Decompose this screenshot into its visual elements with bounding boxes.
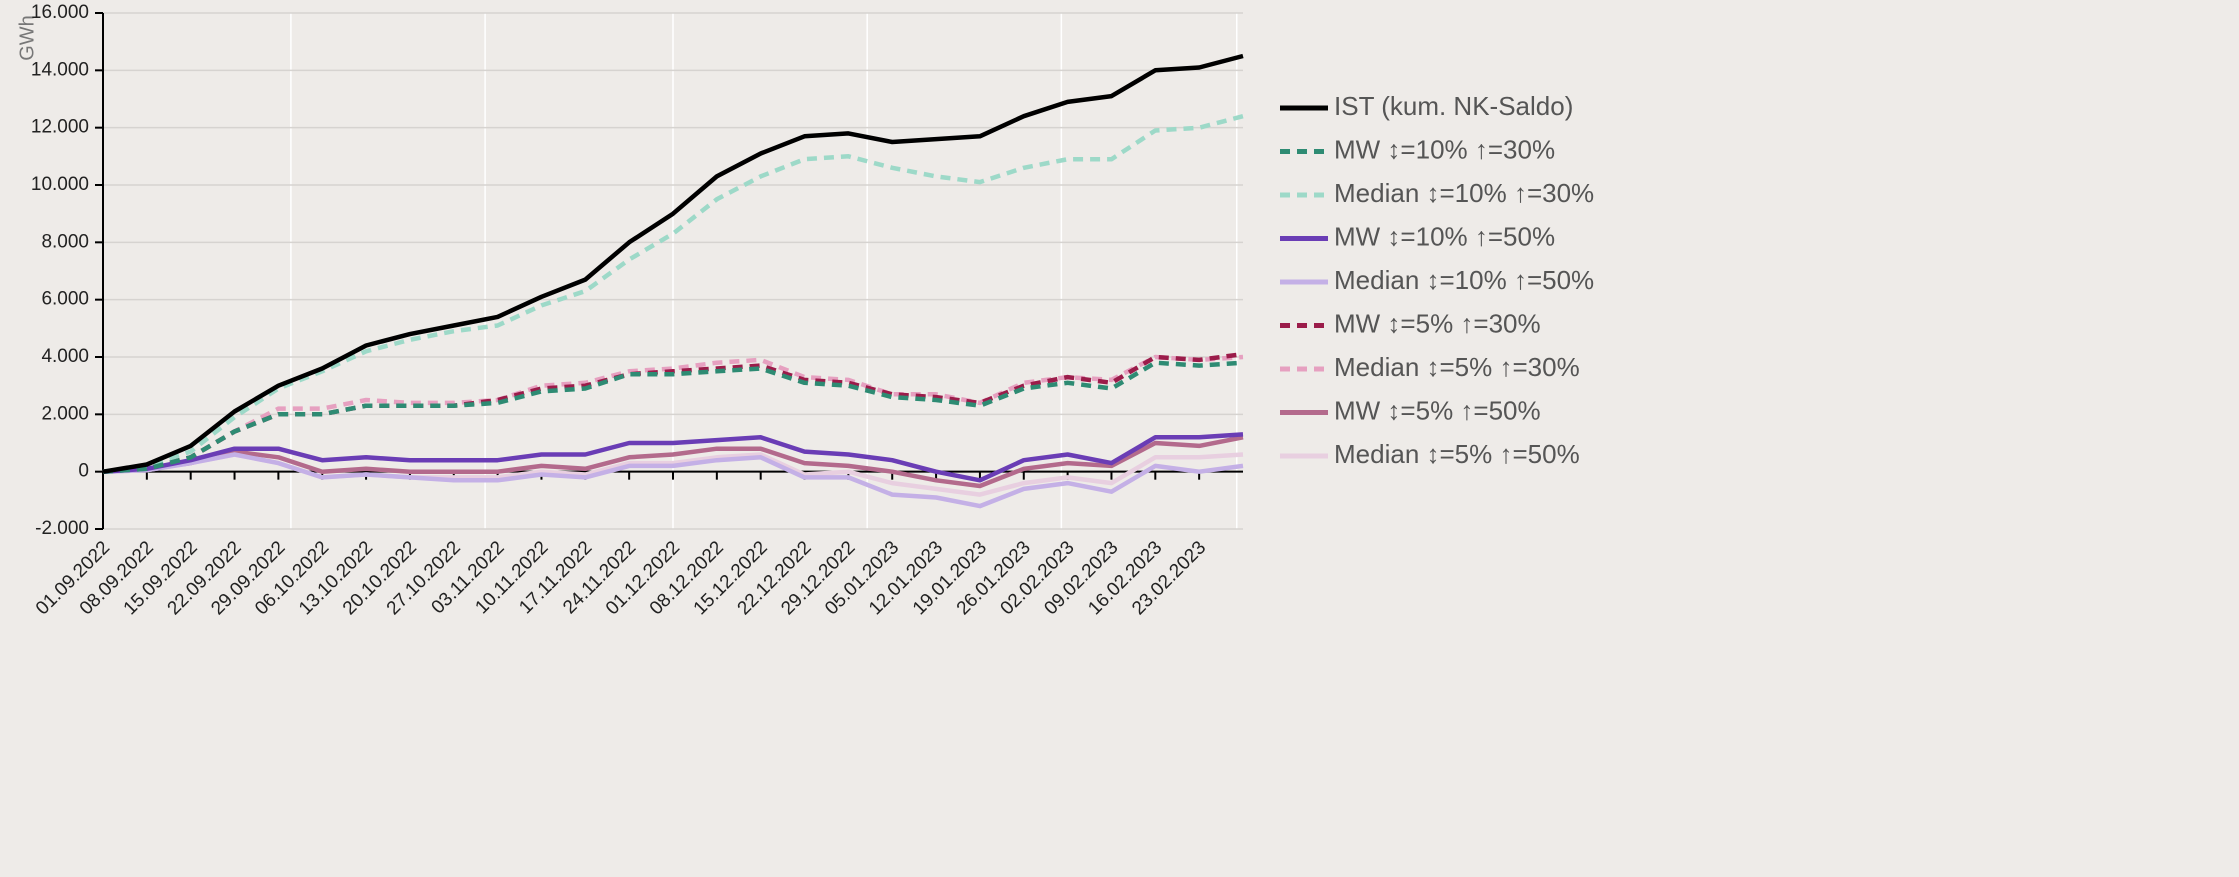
y-tick-label: 12.000 [31,117,89,138]
y-tick-label: -2.000 [35,518,89,539]
y-tick-label: 14.000 [31,59,89,80]
y-tick-label: 4.000 [41,346,89,367]
y-tick-label: 16.000 [31,2,89,23]
series-line [102,432,1244,483]
y-tick-label: 0 [78,461,89,482]
series-line [102,53,1244,474]
y-tick-label: 2.000 [41,403,89,424]
legend-label: Median ↕=10% ↑=30% [1334,178,1594,208]
y-tick-label: 10.000 [31,174,89,195]
y-tick-label: 8.000 [41,231,89,252]
legend-label: Median ↕=5% ↑=30% [1334,352,1580,382]
legend-label: MW ↕=10% ↑=50% [1334,221,1555,251]
legend-label: IST (kum. NK-Saldo) [1334,91,1573,121]
legend-label: Median ↕=5% ↑=50% [1334,439,1580,469]
series-line [102,354,1244,474]
series-line [102,351,1244,474]
legend-label: MW ↕=5% ↑=30% [1334,308,1541,338]
legend-label: Median ↕=10% ↑=50% [1334,265,1594,295]
legend-label: MW ↕=10% ↑=30% [1334,134,1555,164]
series-line [102,452,1244,509]
y-tick-label: 6.000 [41,289,89,310]
series-line [102,360,1244,474]
series-line [102,435,1244,489]
legend-label: MW ↕=5% ↑=50% [1334,395,1541,425]
y-axis-label: GWh [16,15,38,61]
